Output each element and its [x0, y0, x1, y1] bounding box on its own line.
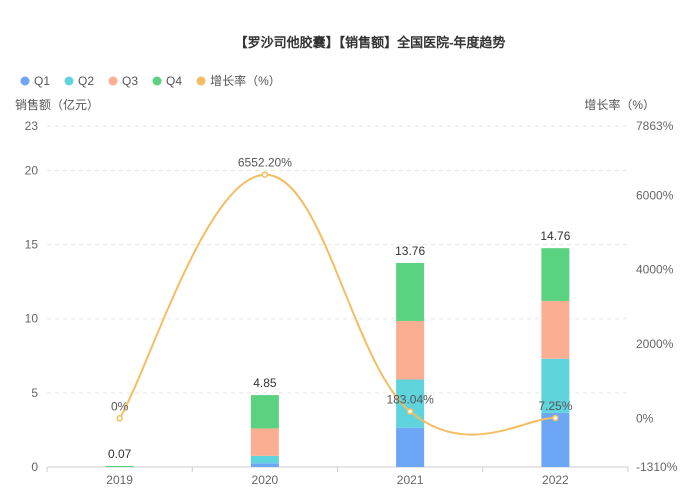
legend-label-2: Q3 [122, 74, 138, 88]
total-label-2021: 13.76 [395, 244, 425, 258]
bar-total-labels: 0.07 4.85 13.76 14.76 [108, 229, 571, 461]
legend-label-0: Q1 [34, 74, 50, 88]
bar-q4-2019 [105, 465, 134, 467]
grid-lines [47, 125, 628, 468]
legend: Q1 Q2 Q3 Q4 增长率（%） [20, 73, 281, 88]
y2-tick-label-0: -1310% [636, 460, 678, 474]
total-label-2020: 4.85 [253, 376, 277, 390]
growth-rate-label-2022: 7.25% [538, 399, 572, 413]
legend-marker-1 [64, 76, 74, 86]
y-tick-label-5: 23 [25, 119, 39, 133]
y-axis-title: 销售额（亿元） [15, 97, 99, 112]
legend-marker-2 [108, 76, 118, 86]
y2-axis-ticks: -1310% 0% 2000% 4000% 6000% 7863% [636, 119, 678, 474]
growth-rate-point-2022 [552, 414, 559, 422]
chart-title: 【罗沙司他胶囊】【销售额】全国医院-年度趋势 [235, 35, 506, 50]
x-tick-label-2: 2021 [397, 473, 424, 487]
y-tick-label-3: 15 [25, 238, 39, 252]
growth-rate-point-2021 [406, 408, 414, 415]
x-axis: 2019 2020 2021 2022 [46, 466, 629, 487]
growth-rate-label-2019: 0% [111, 399, 129, 413]
x-tick-label-3: 2022 [542, 473, 569, 487]
bars [105, 248, 570, 467]
bar-q4-2022 [541, 248, 570, 301]
growth-rate-line: 0% 6552.20% 183.04% 7.25% [111, 156, 573, 436]
bar-q2-2022 [541, 358, 570, 413]
growth-rate-path [118, 173, 556, 436]
legend-marker-0 [20, 76, 30, 86]
y2-axis-title: 增长率（%） [584, 97, 655, 112]
legend-label-1: Q2 [78, 74, 94, 88]
bar-q3-2022 [541, 300, 570, 359]
y-axis-ticks: 0 5 10 15 20 23 [25, 119, 39, 474]
legend-label-3: Q4 [166, 74, 182, 88]
y-tick-label-0: 0 [31, 460, 38, 474]
y2-tick-label-5: 7863% [636, 119, 674, 133]
bar-q4-2020 [250, 395, 279, 429]
y2-tick-label-2: 2000% [636, 337, 674, 351]
x-tick-label-0: 2019 [106, 473, 133, 487]
y-tick-label-4: 20 [25, 163, 39, 177]
bar-q3-2021 [396, 320, 425, 380]
total-label-2022: 14.76 [540, 229, 570, 243]
y-tick-label-1: 5 [31, 386, 38, 400]
y2-tick-label-1: 0% [636, 411, 654, 425]
bar-q1-2022 [541, 412, 570, 467]
y2-tick-label-3: 4000% [636, 263, 674, 277]
bar-q3-2020 [250, 428, 279, 456]
growth-rate-label-2021: 183.04% [386, 392, 434, 406]
growth-rate-point-2019 [116, 415, 123, 422]
y2-tick-label-4: 6000% [636, 188, 674, 202]
y-tick-label-2: 10 [25, 312, 39, 326]
total-label-2019: 0.07 [108, 447, 132, 461]
growth-rate-label-2020: 6552.20% [238, 156, 292, 170]
legend-marker-4 [196, 76, 206, 86]
bar-q4-2021 [396, 262, 425, 321]
legend-label-4: 增长率（%） [210, 73, 281, 88]
bar-q1-2021 [396, 427, 425, 467]
bar-q1-2020 [250, 463, 279, 467]
legend-marker-3 [152, 76, 162, 86]
x-tick-label-1: 2020 [252, 473, 279, 487]
growth-rate-point-2020 [261, 171, 269, 178]
bar-q2-2020 [250, 455, 279, 464]
